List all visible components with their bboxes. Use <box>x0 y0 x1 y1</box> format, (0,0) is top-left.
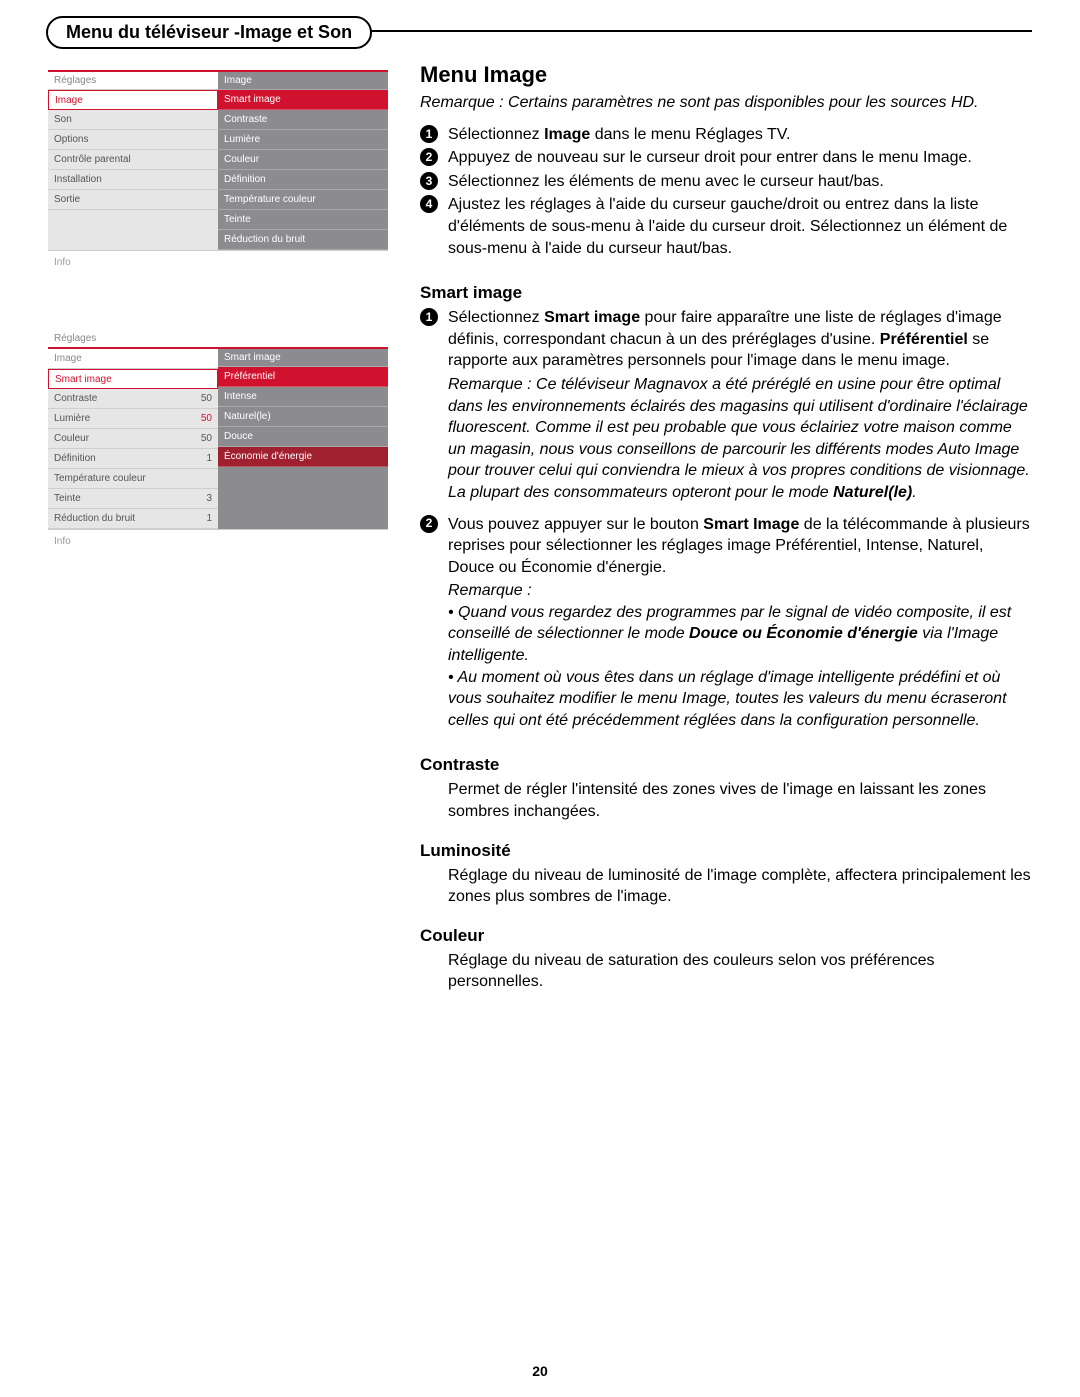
menu2-sub[interactable]: Préférentiel <box>218 367 388 387</box>
luminosite-heading: Luminosité <box>420 841 1032 861</box>
menu1-left-header: Réglages <box>48 72 218 90</box>
menu2-right-header: Smart image <box>218 349 388 367</box>
step-number-icon: 2 <box>420 515 438 533</box>
smart-image-list: 1 Sélectionnez Smart image pour faire ap… <box>420 307 1032 731</box>
left-column: Réglages Image Son Options Contrôle pare… <box>48 62 388 993</box>
page-number: 20 <box>0 1363 1080 1379</box>
menu2-item[interactable]: Contraste50 <box>48 389 218 409</box>
couleur-heading: Couleur <box>420 926 1032 946</box>
menu2-sub[interactable]: Naturel(le) <box>218 407 388 427</box>
smart-image-step: 2 Vous pouvez appuyer sur le bouton Smar… <box>420 514 1032 732</box>
steps-list: 1 Sélectionnez Image dans le menu Réglag… <box>420 124 1032 260</box>
step-item: 2 Appuyez de nouveau sur le curseur droi… <box>420 147 1032 169</box>
luminosite-body: Réglage du niveau de luminosité de l'ima… <box>420 865 1032 908</box>
contraste-heading: Contraste <box>420 755 1032 775</box>
step-item: 4 Ajustez les réglages à l'aide du curse… <box>420 194 1032 259</box>
menu1-sub[interactable]: Lumière <box>218 130 388 150</box>
step-number-icon: 4 <box>420 195 438 213</box>
menu1-sub[interactable]: Smart image <box>218 90 388 110</box>
page-columns: Réglages Image Son Options Contrôle pare… <box>48 62 1032 993</box>
menu1-item[interactable]: Installation <box>48 170 218 190</box>
menu1-item[interactable]: Contrôle parental <box>48 150 218 170</box>
menu2-item[interactable]: Image <box>48 349 218 369</box>
menu2-sub[interactable]: Intense <box>218 387 388 407</box>
step-number-icon: 3 <box>420 172 438 190</box>
menu2-item[interactable]: Réduction du bruit1 <box>48 509 218 529</box>
menu2-item[interactable]: Smart image <box>48 369 218 389</box>
menu1-sub[interactable]: Température couleur <box>218 190 388 210</box>
smart-image-note1: Remarque : Ce téléviseur Magnavox a été … <box>448 374 1032 504</box>
hd-note: Remarque : Certains paramètres ne sont p… <box>420 92 1032 114</box>
menu2-item[interactable]: Lumière50 <box>48 409 218 429</box>
menu2-info: Info <box>48 529 388 553</box>
step-item: 3 Sélectionnez les éléments de menu avec… <box>420 171 1032 193</box>
menu1-sub[interactable]: Définition <box>218 170 388 190</box>
couleur-body: Réglage du niveau de saturation des coul… <box>420 950 1032 993</box>
tv-menu-2: Réglages Image Smart image Contraste50 L… <box>48 322 388 561</box>
menu1-info: Info <box>48 250 388 274</box>
step-number-icon: 1 <box>420 308 438 326</box>
menu1-right-header: Image <box>218 72 388 90</box>
step-number-icon: 2 <box>420 148 438 166</box>
menu2-item[interactable]: Teinte3 <box>48 489 218 509</box>
menu1-sub[interactable]: Teinte <box>218 210 388 230</box>
smart-image-step: 1 Sélectionnez Smart image pour faire ap… <box>420 307 1032 503</box>
step-item: 1 Sélectionnez Image dans le menu Réglag… <box>420 124 1032 146</box>
menu1-item[interactable]: Image <box>48 90 218 110</box>
step-number-icon: 1 <box>420 125 438 143</box>
smart-image-heading: Smart image <box>420 283 1032 303</box>
menu2-item[interactable]: Couleur50 <box>48 429 218 449</box>
menu2-sub[interactable]: Douce <box>218 427 388 447</box>
menu2-left-header: Réglages <box>48 330 388 347</box>
menu1-item[interactable]: Son <box>48 110 218 130</box>
remark-bullet: • Quand vous regardez des programmes par… <box>448 602 1032 667</box>
section-badge: Menu du téléviseur -Image et Son <box>46 16 372 49</box>
menu2-item[interactable]: Température couleur <box>48 469 218 489</box>
menu2-sub[interactable]: Économie d'énergie <box>218 447 388 467</box>
menu1-sub[interactable]: Couleur <box>218 150 388 170</box>
remark-label: Remarque : <box>448 580 1032 602</box>
page-top-rule: Menu du téléviseur -Image et Son <box>48 30 1032 32</box>
menu1-sub[interactable]: Contraste <box>218 110 388 130</box>
contraste-body: Permet de régler l'intensité des zones v… <box>420 779 1032 822</box>
right-column: Menu Image Remarque : Certains paramètre… <box>420 62 1032 993</box>
menu1-sub[interactable]: Réduction du bruit <box>218 230 388 250</box>
menu2-item[interactable]: Définition1 <box>48 449 218 469</box>
menu1-item[interactable]: Sortie <box>48 190 218 210</box>
menu1-item[interactable]: Options <box>48 130 218 150</box>
remark-bullet: • Au moment où vous êtes dans un réglage… <box>448 667 1032 732</box>
tv-menu-1: Réglages Image Son Options Contrôle pare… <box>48 62 388 282</box>
menu-image-title: Menu Image <box>420 62 1032 88</box>
